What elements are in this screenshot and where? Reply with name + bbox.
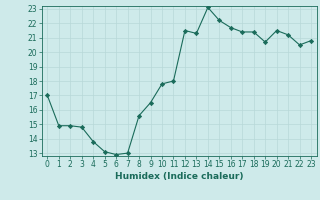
X-axis label: Humidex (Indice chaleur): Humidex (Indice chaleur) <box>115 172 244 181</box>
